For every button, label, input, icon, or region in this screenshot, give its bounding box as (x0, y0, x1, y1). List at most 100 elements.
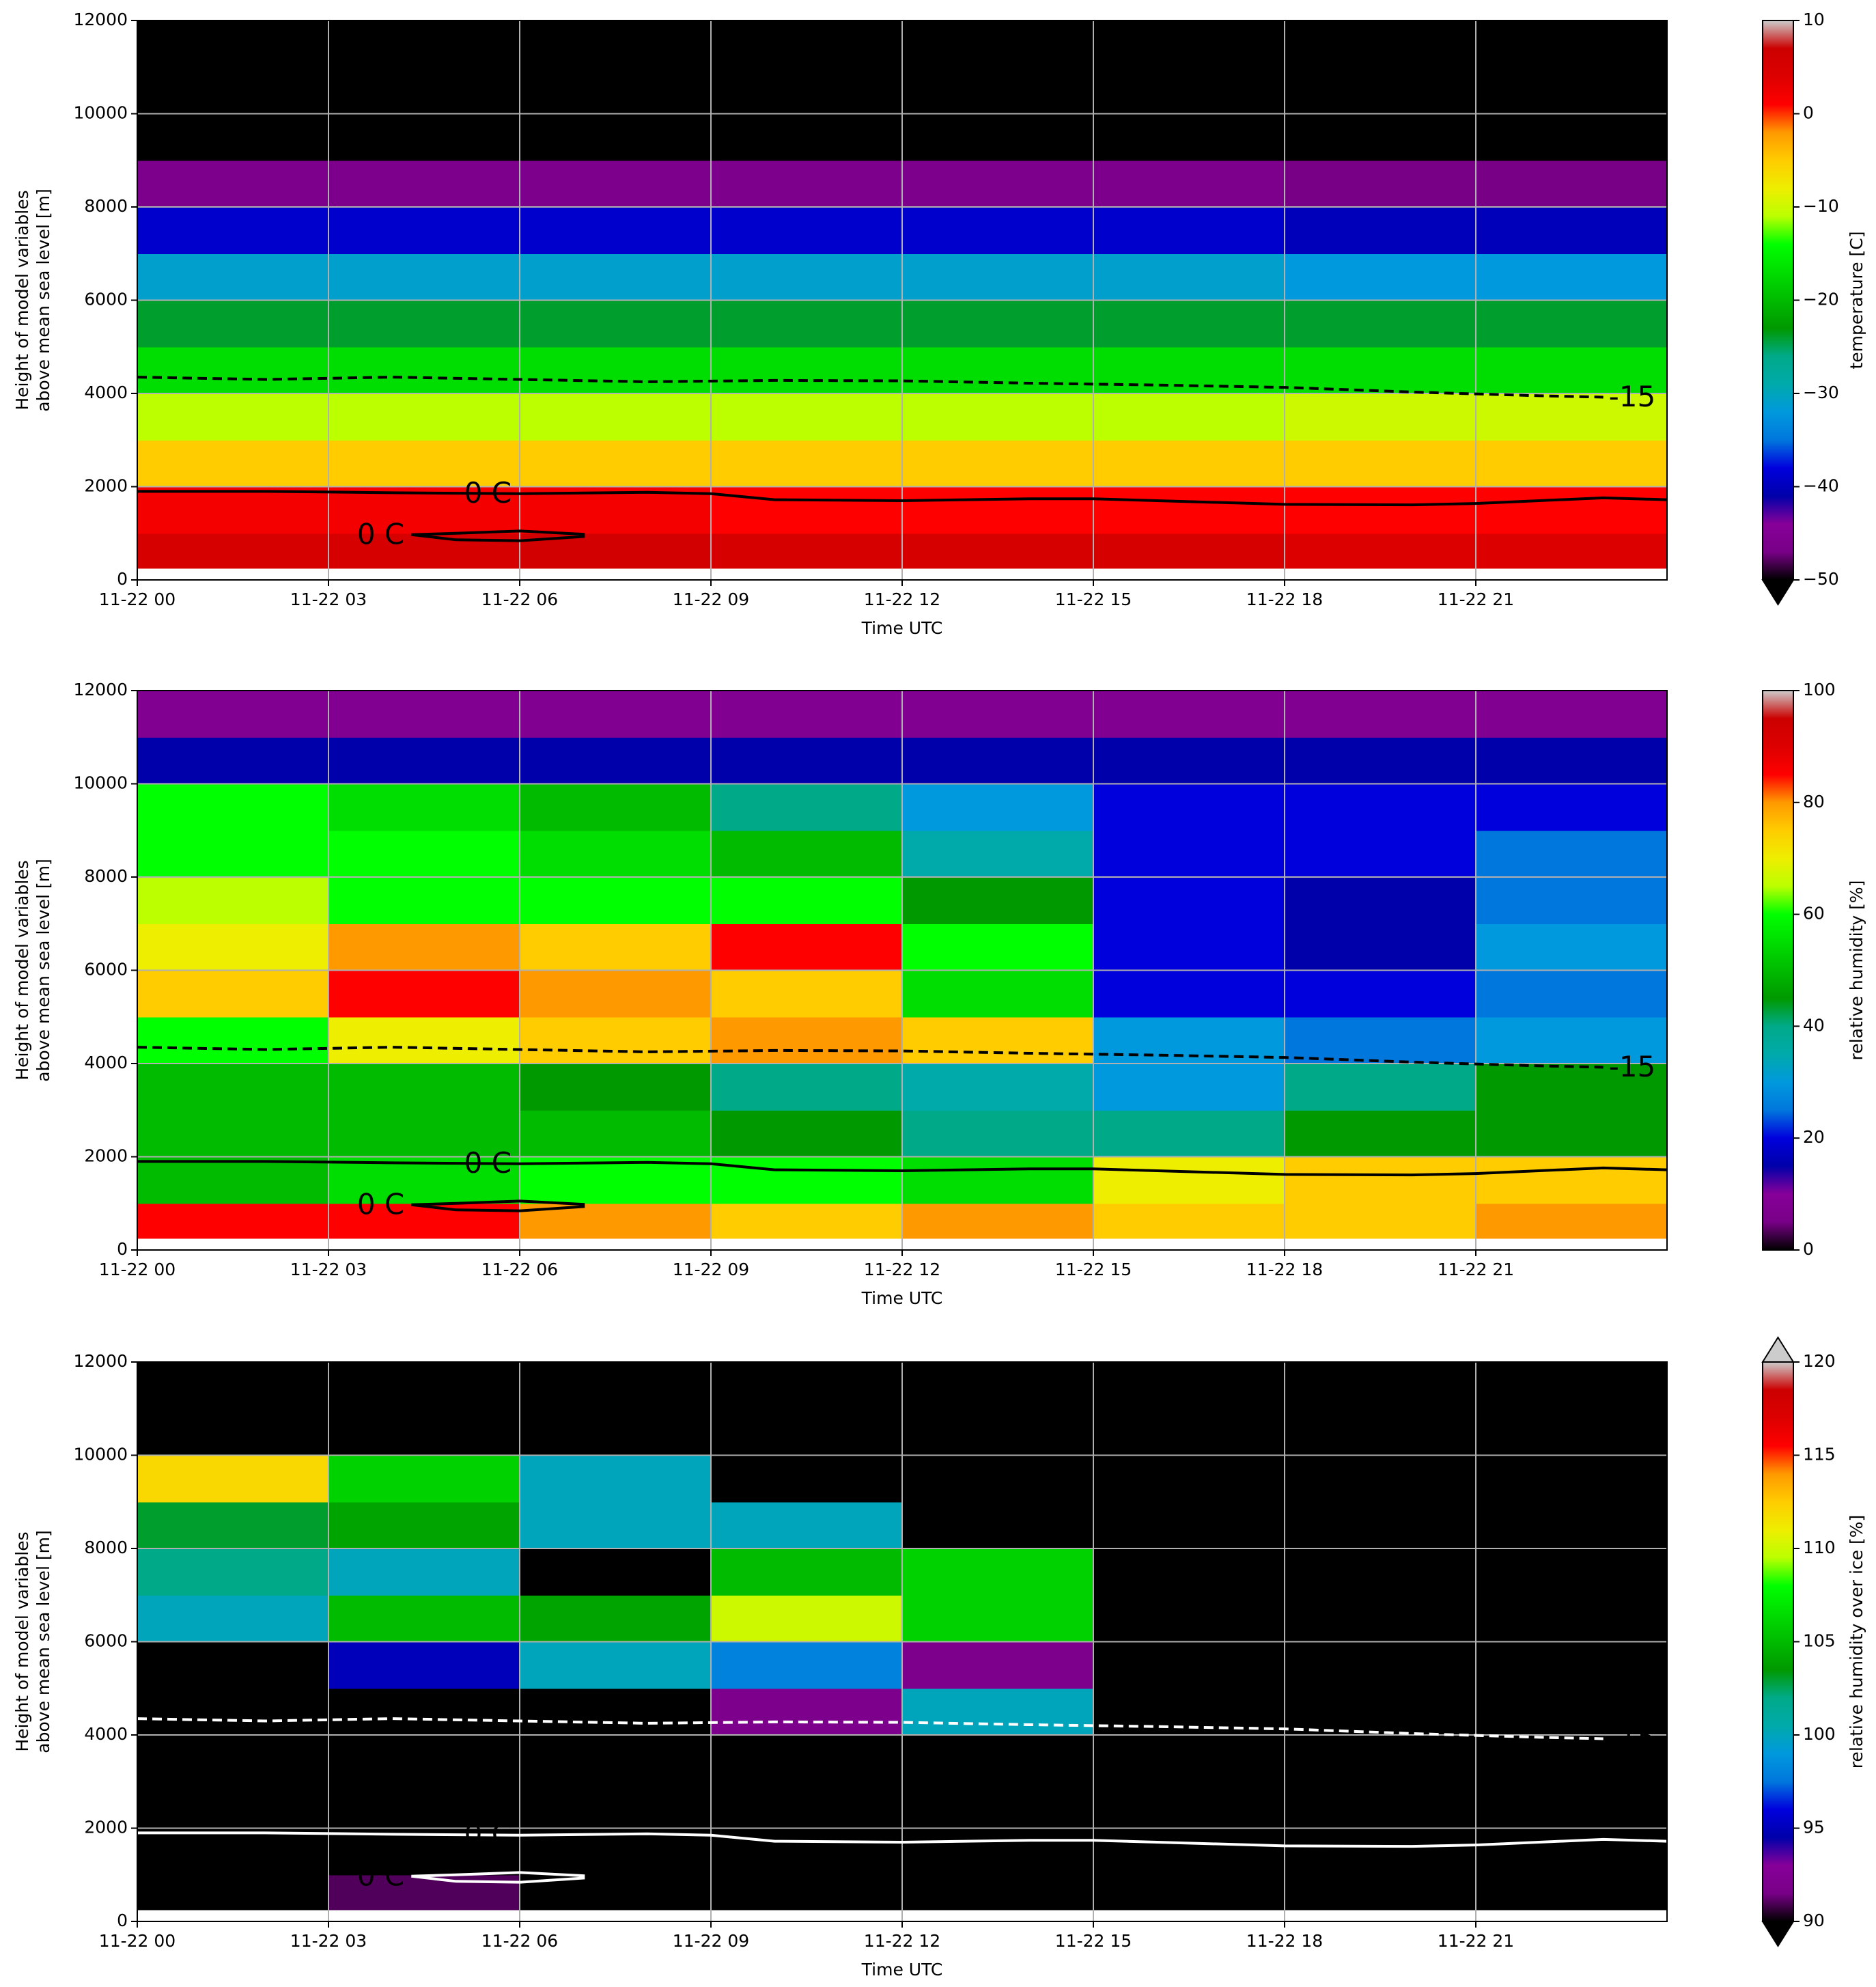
heatmap-cell (711, 20, 903, 68)
heatmap-cell (1093, 1203, 1285, 1239)
heatmap-cell (328, 1595, 520, 1642)
heatmap-cell (137, 113, 329, 161)
heatmap-cell (1476, 1688, 1668, 1736)
heatmap-cell (520, 1595, 712, 1642)
heatmap-cell (902, 393, 1094, 441)
heatmap-cell (902, 160, 1094, 208)
heatmap-cell (328, 346, 520, 394)
heatmap-cell (520, 253, 712, 301)
colorbar-tick-label: 0 (1803, 1239, 1814, 1259)
heatmap-cell (902, 923, 1094, 971)
x-tick-label: 11-22 12 (864, 1931, 940, 1951)
heatmap-cell (1285, 1548, 1476, 1596)
heatmap-cell (137, 486, 329, 534)
heatmap-cell (1285, 486, 1476, 534)
heatmap-cell (1093, 691, 1285, 738)
heatmap-cell (1093, 1501, 1285, 1549)
heatmap-cell (328, 67, 520, 114)
heatmap-cell (137, 1595, 329, 1642)
y-tick-label: 10000 (73, 1445, 128, 1464)
heatmap-cell (520, 1688, 712, 1736)
heatmap-cell (902, 1016, 1094, 1064)
x-tick-label: 11-22 03 (290, 1931, 367, 1951)
heatmap-cell (520, 393, 712, 441)
x-tick-label: 11-22 06 (481, 589, 558, 609)
y-tick-label: 0 (117, 569, 128, 589)
heatmap-cell (1093, 113, 1285, 161)
heatmap-cell (1476, 830, 1668, 878)
heatmap-cell (1093, 393, 1285, 441)
colorbar-extend-max (1761, 1336, 1795, 1363)
heatmap-cell (1285, 1501, 1476, 1549)
heatmap-cell (1285, 737, 1476, 784)
heatmap-cell (1093, 1455, 1285, 1503)
heatmap-cell (1476, 346, 1668, 394)
y-tick-label: 0 (117, 1239, 128, 1259)
heatmap-cell (711, 346, 903, 394)
heatmap-cell (137, 1064, 329, 1111)
heatmap-cell (328, 1064, 520, 1111)
heatmap-cell (1285, 207, 1476, 254)
heatmap-cell (328, 1362, 520, 1409)
heatmap-cell (902, 691, 1094, 738)
colorbar-tick-label: 0 (1803, 103, 1814, 123)
heatmap-cell (520, 1064, 712, 1111)
heatmap-cell (711, 67, 903, 114)
colorbar-tick-label: 110 (1803, 1538, 1836, 1557)
heatmap-cell (711, 486, 903, 534)
heatmap-cell (328, 300, 520, 348)
heatmap-cell (711, 1501, 903, 1549)
heatmap-cell (1476, 783, 1668, 831)
y-tick-label: 10000 (73, 773, 128, 793)
heatmap-cell (137, 1548, 329, 1596)
x-tick-label: 11-22 18 (1246, 1260, 1323, 1279)
heatmap-cell (711, 1455, 903, 1503)
heatmap-cell (711, 1548, 903, 1596)
heatmap-cell (1476, 440, 1668, 487)
heatmap-cell (711, 1828, 903, 1876)
heatmap-cell (520, 20, 712, 68)
heatmap-cell (1093, 20, 1285, 68)
y-axis-label: Height of model variables (12, 1531, 32, 1751)
y-tick-label: 6000 (84, 960, 128, 979)
colorbar (1763, 20, 1793, 580)
x-tick-label: 11-22 00 (99, 589, 176, 609)
heatmap-cell (520, 970, 712, 1018)
heatmap-cell (1476, 1501, 1668, 1549)
heatmap-cell (328, 207, 520, 254)
axes-frame (137, 20, 1668, 581)
heatmap-cell (1476, 923, 1668, 971)
heatmap-cell (1093, 783, 1285, 831)
heatmap-cell (328, 113, 520, 161)
heatmap-cell (902, 1548, 1094, 1596)
heatmap-cell (1285, 830, 1476, 878)
heatmap-cell (1476, 300, 1668, 348)
heatmap-cell (902, 1203, 1094, 1239)
heatmap-cell (902, 20, 1094, 68)
heatmap-cell (1476, 1016, 1668, 1064)
heatmap-cell (137, 253, 329, 301)
heatmap-cell (1476, 1110, 1668, 1157)
axes-frame (137, 690, 1668, 1251)
heatmap-cell (137, 783, 329, 831)
heatmap-cell (137, 1455, 329, 1503)
heatmap-cell (1476, 486, 1668, 534)
heatmap-cell (1476, 1828, 1668, 1876)
heatmap-cell (137, 67, 329, 114)
heatmap-cell (902, 1595, 1094, 1642)
x-tick-label: 11-22 21 (1438, 1931, 1514, 1951)
heatmap-cell (902, 830, 1094, 878)
contour-line (137, 490, 1668, 507)
heatmap-cell (328, 1781, 520, 1829)
heatmap-cell (520, 737, 712, 784)
heatmap-cell (137, 160, 329, 208)
colorbar-tick-label: 100 (1803, 1724, 1836, 1744)
heatmap-cell (328, 691, 520, 738)
heatmap-cell (137, 830, 329, 878)
heatmap-cell (1093, 923, 1285, 971)
colorbar-tick-label: 95 (1803, 1818, 1825, 1837)
x-tick-label: 11-22 09 (673, 1260, 749, 1279)
heatmap-cell (520, 346, 712, 394)
heatmap-cell (137, 207, 329, 254)
heatmap-cell (1093, 877, 1285, 924)
